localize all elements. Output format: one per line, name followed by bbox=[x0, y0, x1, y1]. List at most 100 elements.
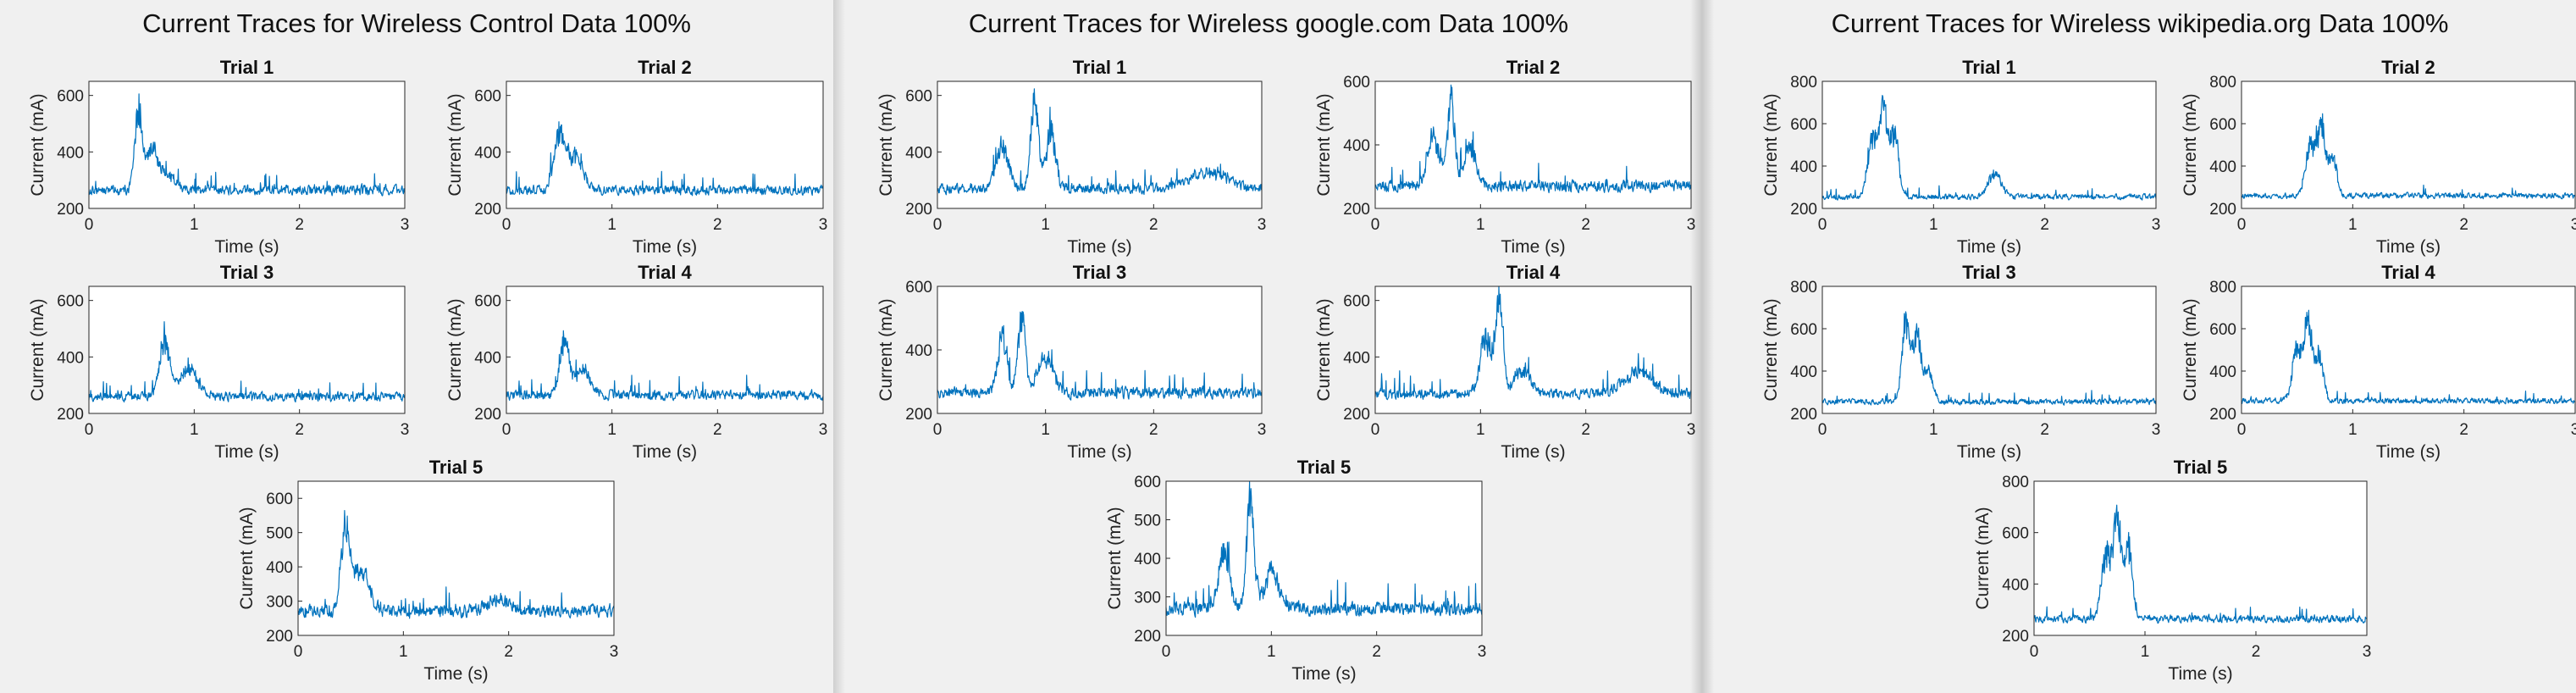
x-tick-label: 0 bbox=[85, 216, 94, 234]
x-axis-label: Time (s) bbox=[633, 442, 697, 462]
x-tick-label: 0 bbox=[2237, 216, 2247, 234]
x-tick-label: 3 bbox=[610, 643, 619, 661]
x-axis-label: Time (s) bbox=[1957, 237, 2021, 257]
y-tick-label: 600 bbox=[1134, 474, 1161, 491]
figure-title: Current Traces for Wireless google.com D… bbox=[968, 8, 1569, 38]
y-tick-label: 800 bbox=[2209, 279, 2236, 297]
y-tick-label: 400 bbox=[57, 144, 84, 162]
x-tick-label: 0 bbox=[933, 421, 943, 439]
x-tick-label: 2 bbox=[2252, 643, 2261, 661]
y-axis-label: Current (mA) bbox=[1973, 507, 1993, 609]
x-tick-label: 3 bbox=[2363, 643, 2372, 661]
current-trace-line bbox=[506, 121, 824, 197]
x-axis-label: Time (s) bbox=[1291, 664, 1356, 684]
x-tick-label: 0 bbox=[294, 643, 303, 661]
x-tick-label: 1 bbox=[1267, 643, 1276, 661]
x-tick-label: 2 bbox=[295, 421, 304, 439]
x-tick-label: 3 bbox=[819, 421, 828, 439]
y-tick-label: 200 bbox=[905, 201, 932, 219]
y-tick-label: 600 bbox=[1343, 293, 1370, 311]
current-trace-line bbox=[88, 93, 406, 197]
current-trace-line bbox=[297, 509, 615, 619]
x-tick-label: 3 bbox=[2152, 421, 2161, 439]
y-tick-label: 600 bbox=[905, 279, 932, 297]
current-trace-line bbox=[937, 88, 1263, 196]
x-tick-label: 3 bbox=[1478, 643, 1487, 661]
y-tick-label: 200 bbox=[1790, 201, 1817, 219]
x-tick-label: 2 bbox=[713, 421, 722, 439]
x-axis-label: Time (s) bbox=[2376, 237, 2441, 257]
subplot-title: Trial 1 bbox=[220, 57, 274, 78]
x-tick-label: 2 bbox=[2040, 421, 2049, 439]
x-tick-label: 0 bbox=[1162, 643, 1171, 661]
y-tick-label: 200 bbox=[1343, 201, 1370, 219]
x-axis-label: Time (s) bbox=[1067, 442, 1131, 462]
plot-area bbox=[2242, 81, 2575, 208]
subplot-title: Trial 3 bbox=[220, 262, 274, 283]
y-axis-label: Current (mA) bbox=[876, 93, 896, 196]
x-tick-label: 1 bbox=[399, 643, 408, 661]
chart-1-trial-3: 0 1 2 3 200 400 600 Trial 3 Time (s) Current (mA) bbox=[876, 262, 1266, 462]
y-tick-label: 400 bbox=[474, 349, 501, 367]
chart-1-trial-4: 0 1 2 3 200 400 600 Trial 4 Time (s) Current (mA) bbox=[1314, 262, 1695, 462]
current-trace-line bbox=[2033, 504, 2368, 624]
chart-0-trial-3: 0 1 2 3 200 400 600 Trial 3 Time (s) Current (mA) bbox=[28, 262, 409, 462]
y-tick-label: 400 bbox=[474, 144, 501, 162]
x-axis-label: Time (s) bbox=[1067, 237, 1131, 257]
x-axis-label: Time (s) bbox=[423, 664, 488, 684]
current-trace-line bbox=[1165, 481, 1483, 618]
x-tick-label: 1 bbox=[2348, 421, 2358, 439]
y-tick-label: 200 bbox=[2209, 201, 2236, 219]
chart-1-trial-2: 0 1 2 3 200 400 600 Trial 2 Time (s) Current (mA) bbox=[1314, 57, 1695, 257]
chart-0-trial-1: 0 1 2 3 200 400 600 Trial 1 Time (s) Current (mA) bbox=[28, 57, 409, 257]
y-tick-label: 400 bbox=[1343, 137, 1370, 155]
y-tick-label: 600 bbox=[1343, 74, 1370, 91]
chart-2-trial-5: 0 1 2 3 200 400 600 800 Trial 5 Time (s) Current (… bbox=[1973, 457, 2371, 684]
y-tick-label: 200 bbox=[474, 201, 501, 219]
axes-frame bbox=[88, 80, 406, 209]
y-tick-label: 400 bbox=[1343, 349, 1370, 367]
subplot-title: Trial 1 bbox=[1962, 57, 2016, 78]
axes-frame bbox=[506, 286, 824, 414]
x-tick-label: 2 bbox=[1581, 216, 1590, 234]
x-tick-label: 1 bbox=[2141, 643, 2150, 661]
subplot-title: Trial 3 bbox=[1073, 262, 1127, 283]
y-tick-label: 300 bbox=[266, 594, 293, 612]
y-axis-label: Current (mA) bbox=[237, 507, 257, 609]
subplot-title: Trial 5 bbox=[1297, 457, 1352, 478]
y-tick-label: 400 bbox=[905, 144, 932, 162]
x-axis-label: Time (s) bbox=[2168, 664, 2232, 684]
plot-area bbox=[2034, 481, 2367, 635]
plot-area bbox=[1375, 286, 1691, 413]
subplot-title: Trial 3 bbox=[1962, 262, 2016, 283]
y-axis-label: Current (mA) bbox=[2181, 93, 2200, 196]
y-tick-label: 200 bbox=[2002, 628, 2029, 646]
chart-1-trial-1: 0 1 2 3 200 400 600 Trial 1 Time (s) Current (mA) bbox=[876, 57, 1266, 257]
chart-2-trial-2: 0 1 2 3 200 400 600 800 Trial 2 Time (s) Current (… bbox=[2181, 57, 2576, 257]
x-axis-label: Time (s) bbox=[1501, 442, 1565, 462]
y-tick-label: 800 bbox=[1790, 74, 1817, 91]
y-tick-label: 500 bbox=[266, 525, 293, 543]
x-tick-label: 2 bbox=[713, 216, 722, 234]
y-tick-label: 200 bbox=[57, 406, 84, 424]
y-tick-label: 400 bbox=[2209, 158, 2236, 176]
x-tick-label: 1 bbox=[607, 216, 616, 234]
x-axis-label: Time (s) bbox=[633, 237, 697, 257]
x-tick-label: 1 bbox=[190, 216, 199, 234]
axes-frame bbox=[88, 286, 406, 414]
axes-frame bbox=[297, 480, 615, 636]
x-tick-label: 0 bbox=[2030, 643, 2039, 661]
y-tick-label: 200 bbox=[905, 406, 932, 424]
x-tick-label: 0 bbox=[933, 216, 943, 234]
plot-area bbox=[1822, 286, 2156, 413]
x-tick-label: 0 bbox=[502, 421, 511, 439]
x-tick-label: 3 bbox=[401, 421, 410, 439]
x-tick-label: 0 bbox=[1818, 421, 1827, 439]
x-tick-label: 1 bbox=[2348, 216, 2358, 234]
current-trace-line bbox=[1374, 84, 1692, 194]
y-tick-label: 600 bbox=[266, 491, 293, 508]
x-tick-label: 0 bbox=[1371, 216, 1380, 234]
current-trace-line bbox=[2241, 309, 2576, 405]
y-tick-label: 600 bbox=[2002, 525, 2029, 543]
current-trace-line bbox=[1821, 95, 2157, 201]
